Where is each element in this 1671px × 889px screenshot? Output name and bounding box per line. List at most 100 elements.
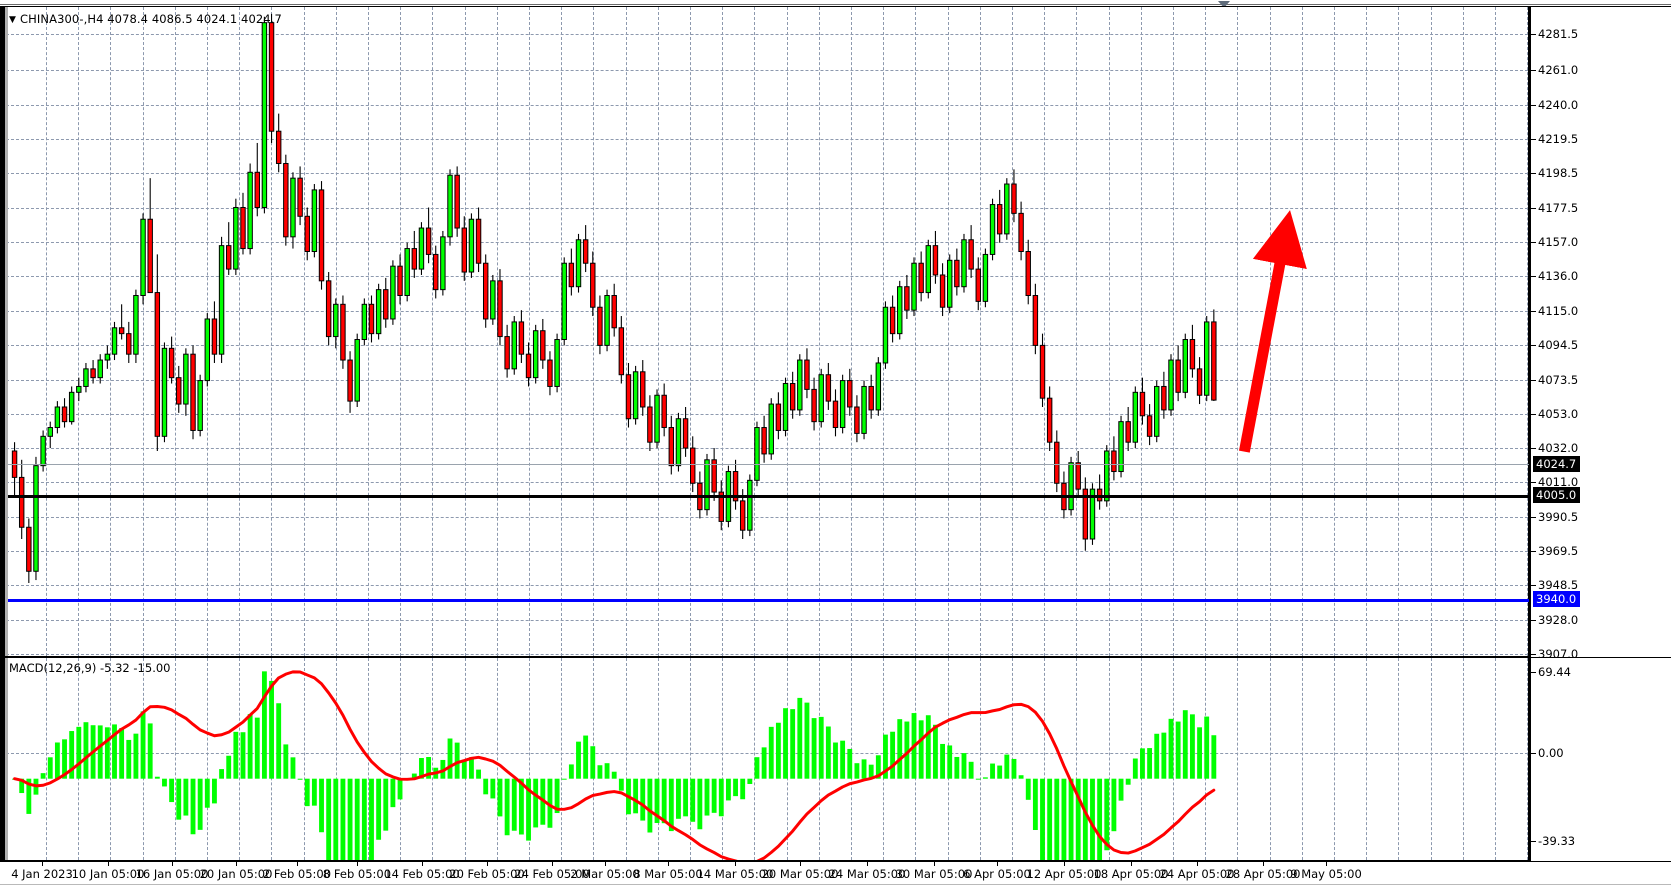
candle: [1004, 178, 1010, 240]
bid-line[interactable]: [1, 464, 1530, 465]
price-tick-label: 4219.5: [1538, 132, 1579, 146]
price-tick-label: 3969.5: [1538, 544, 1579, 558]
time-tick-label: 6 Apr 05:00: [963, 867, 1031, 881]
candle: [168, 336, 175, 384]
price-tick-label: 4136.0: [1538, 269, 1579, 283]
candle: [425, 207, 432, 264]
candle: [818, 368, 824, 428]
candle: [754, 421, 760, 487]
time-tick-label: 14 Mar 05:00: [696, 867, 774, 881]
candle: [240, 192, 246, 255]
macd-plot: [1, 658, 1528, 860]
candle: [861, 380, 867, 440]
price-tick-label: 4073.5: [1538, 373, 1579, 387]
candle: [711, 448, 717, 501]
candle: [839, 374, 846, 434]
candle: [847, 368, 853, 416]
candle: [176, 365, 182, 413]
macd-tick-mark: [1531, 672, 1536, 673]
candle: [604, 289, 610, 352]
time-tick-mark: [108, 862, 109, 866]
candle: [1039, 333, 1046, 407]
time-tick-label: 16 Jan 05:00: [135, 867, 209, 881]
candle: [761, 415, 767, 463]
candle: [882, 301, 889, 369]
time-tick-label: 24 Feb 05:00: [514, 867, 590, 881]
macd-pane-scale-handle-inner[interactable]: [5, 658, 8, 860]
candle: [283, 154, 289, 246]
price-axis[interactable]: 4281.5 4261.0 4240.0 4219.5 4198.5 4177.5 4157…: [1529, 6, 1671, 730]
price-tick-label: 4281.5: [1538, 27, 1579, 41]
candle: [154, 254, 161, 451]
candle: [1154, 380, 1160, 443]
time-tick-mark: [297, 862, 298, 866]
macd-axis[interactable]: 69.44 0.00 -39.33: [1529, 657, 1671, 861]
candle: [518, 310, 525, 363]
time-tick-mark: [1131, 862, 1132, 866]
window-top-frame: [0, 0, 1671, 5]
candle: [897, 280, 903, 340]
price-pane-scale-handle[interactable]: [1, 7, 5, 656]
time-tick-label: 8 Feb 05:00: [322, 867, 392, 881]
candle: [718, 480, 724, 531]
price-tick-label: 3948.5: [1538, 578, 1579, 592]
time-tick-label: 20 Jan 05:00: [199, 867, 273, 881]
time-tick-label: 20 Feb 05:00: [449, 867, 525, 881]
candle: [561, 257, 567, 346]
candle: [361, 298, 368, 346]
candle: [1168, 354, 1174, 416]
chevron-down-icon[interactable]: [1218, 1, 1230, 8]
candle: [654, 389, 660, 449]
candle: [868, 374, 874, 419]
support-line[interactable]: [1, 599, 1530, 602]
macd-indicator-pane[interactable]: MACD(12,26,9) -5.32 -15.00: [0, 657, 1529, 861]
price-pane-scale-handle-inner[interactable]: [5, 7, 8, 656]
caret-down-icon[interactable]: ▼: [9, 14, 17, 25]
bullish-arrow: [1238, 210, 1307, 453]
time-tick-mark: [997, 862, 998, 866]
candle: [961, 233, 967, 293]
price-tick-label: 4115.0: [1538, 304, 1579, 318]
candle: [732, 459, 739, 510]
candle: [275, 113, 282, 173]
candle: [611, 283, 617, 337]
time-tick-label: 18 Apr 05:00: [1093, 867, 1169, 881]
price-tick-mark: [1531, 208, 1536, 209]
candle: [233, 198, 239, 275]
price-tick-label: 3940.0: [1533, 591, 1581, 607]
candle: [33, 456, 39, 581]
candle: [918, 251, 924, 302]
macd-pane-scale-handle[interactable]: [1, 658, 5, 860]
candle: [911, 257, 917, 317]
price-chart-pane[interactable]: ▼ CHINA300-,H4 4078.4 4086.5 4024.1 4024.…: [0, 6, 1530, 724]
time-tick-mark: [1197, 862, 1198, 866]
symbol-header: ▼ CHINA300-,H4 4078.4 4086.5 4024.1 4024.…: [9, 12, 282, 26]
candle: [568, 248, 575, 296]
candle: [368, 295, 375, 343]
candle: [1196, 357, 1203, 405]
candle: [797, 354, 803, 416]
candle: [682, 406, 689, 457]
time-tick-mark: [42, 862, 43, 866]
price-tick-mark: [1531, 620, 1536, 621]
candle: [590, 251, 596, 317]
candle: [968, 225, 974, 278]
candle: [411, 230, 418, 278]
annotation-layer: [1, 7, 1528, 656]
candle: [211, 301, 218, 363]
candle: [1075, 450, 1081, 498]
price-tick-mark: [1531, 70, 1536, 71]
candle: [468, 213, 475, 278]
candle: [532, 324, 539, 384]
candle: [954, 248, 960, 296]
candle: [490, 274, 496, 325]
time-tick-mark: [357, 862, 358, 866]
candle: [140, 213, 146, 305]
candle: [111, 321, 118, 361]
price-tick-label: 4032.0: [1538, 441, 1579, 455]
time-tick-mark: [934, 862, 935, 866]
candle: [404, 242, 410, 302]
candle: [1118, 415, 1124, 478]
pivot-line[interactable]: [1, 495, 1530, 498]
candle: [511, 316, 517, 375]
